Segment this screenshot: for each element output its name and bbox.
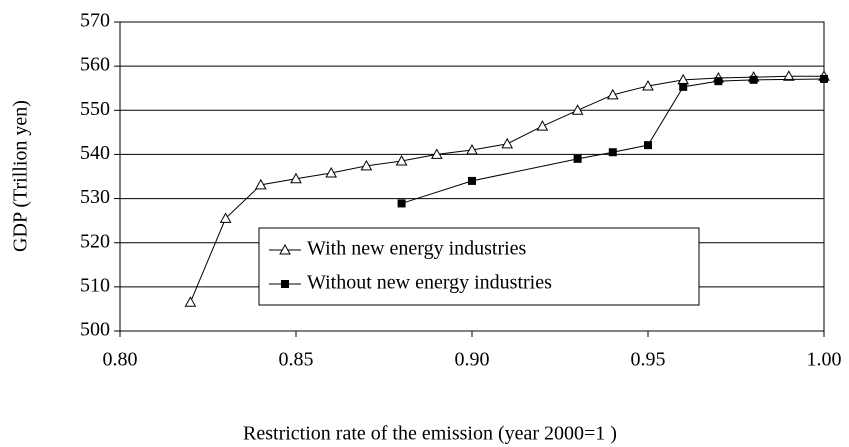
legend-label: Without new energy industries (307, 272, 552, 294)
data-point (644, 141, 652, 150)
y-tick-label: 500 (80, 319, 110, 341)
data-point (325, 166, 338, 178)
data-point (360, 159, 373, 171)
data-point (679, 82, 688, 91)
legend-label: With new energy industries (307, 238, 527, 260)
y-axis-label: GDP (Trillion yen) (10, 100, 32, 252)
data-point (254, 178, 267, 190)
data-point (219, 212, 232, 223)
data-point (397, 199, 406, 208)
y-tick-label: 510 (80, 274, 110, 296)
y-tick-label: 550 (80, 98, 110, 120)
data-point (395, 155, 408, 166)
x-axis-label: Restriction rate of the emission (year 2… (243, 423, 617, 445)
data-point (430, 148, 443, 159)
data-point (749, 75, 758, 84)
y-tick-label: 540 (80, 142, 110, 164)
legend-marker (281, 280, 289, 288)
data-point (642, 79, 654, 91)
legend-marker (279, 243, 291, 255)
data-point (571, 104, 584, 115)
data-point (606, 88, 619, 100)
plot-frame (119, 21, 825, 332)
data-point (573, 154, 582, 163)
data-point (608, 148, 617, 157)
x-tick-label: 1.00 (807, 349, 842, 371)
data-point (782, 70, 795, 81)
data-point (536, 120, 549, 131)
data-point (184, 296, 197, 307)
x-tick-label: 0.85 (279, 349, 314, 371)
y-tick-label: 570 (80, 10, 110, 32)
data-point (501, 137, 514, 149)
y-tick-label: 520 (80, 230, 110, 252)
legend-box (258, 227, 700, 306)
data-point (820, 74, 828, 83)
data-point (290, 172, 302, 184)
y-tick-label: 530 (80, 186, 110, 208)
x-tick-label: 0.80 (103, 349, 138, 371)
data-point (466, 143, 478, 155)
data-point (468, 176, 476, 185)
x-tick-label: 0.90 (455, 349, 490, 371)
x-tick-label: 0.95 (631, 349, 666, 371)
data-point (714, 77, 723, 86)
y-tick-label: 560 (80, 54, 110, 76)
